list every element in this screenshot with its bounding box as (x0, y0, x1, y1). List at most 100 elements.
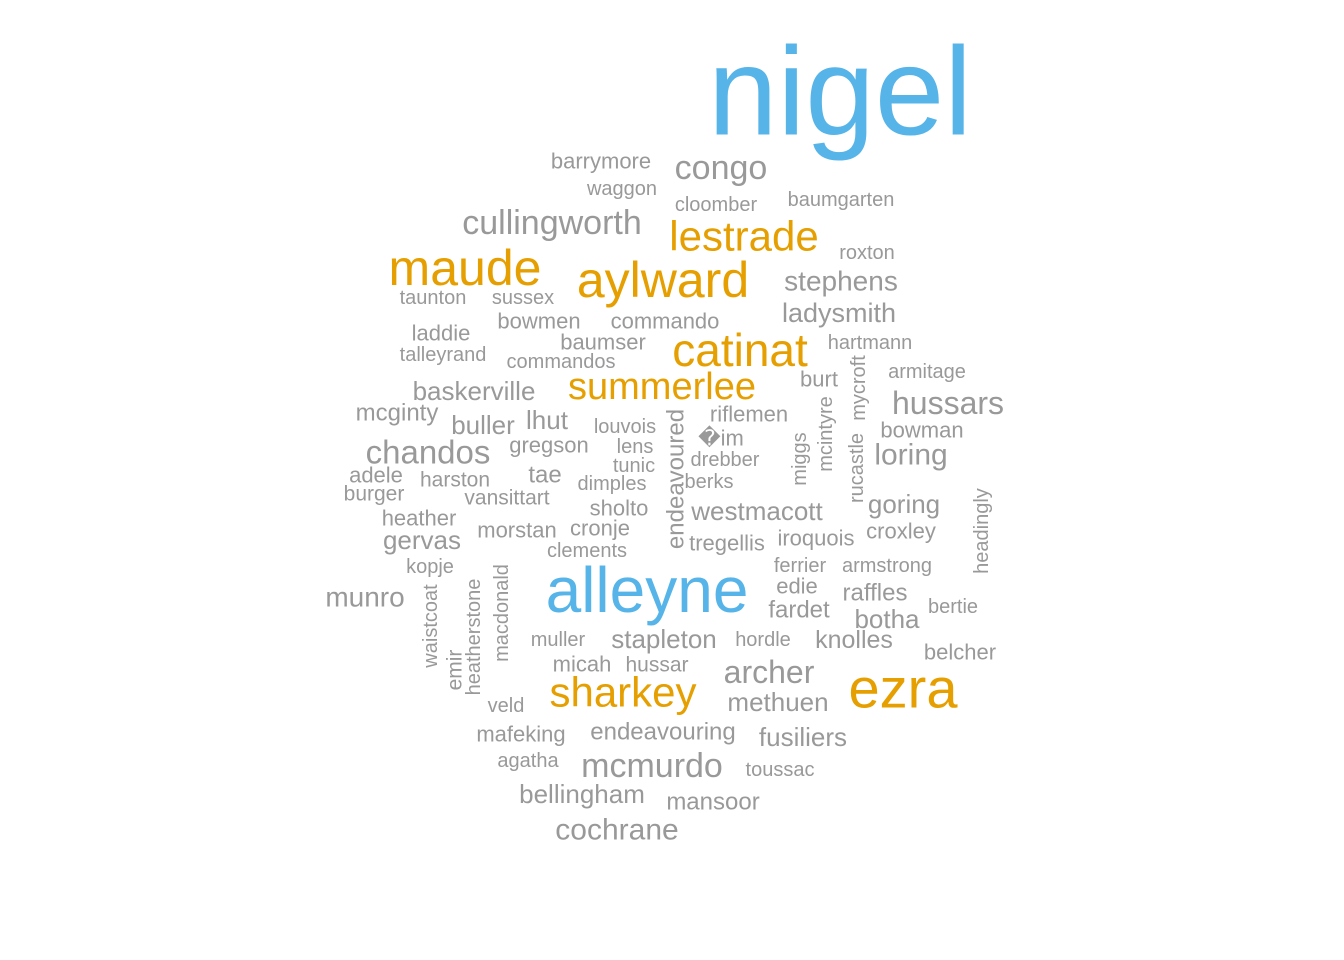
cloud-word: maude (389, 240, 542, 296)
cloud-word: waggon (586, 178, 657, 200)
cloud-word: westmacott (690, 496, 823, 526)
cloud-word: goring (868, 489, 940, 519)
cloud-word: armitage (888, 361, 966, 383)
cloud-word: laddie (412, 321, 471, 346)
cloud-word: gervas (383, 525, 461, 555)
cloud-word: �im (698, 425, 744, 451)
cloud-word: botha (854, 604, 920, 634)
cloud-word: hordle (735, 629, 791, 651)
cloud-word: sharkey (549, 669, 696, 716)
cloud-word: micah (553, 652, 612, 677)
cloud-word: mansoor (666, 789, 759, 816)
cloud-word: bowman (880, 418, 963, 443)
cloud-word: lhut (526, 405, 569, 435)
cloud-word: baumgarten (788, 189, 895, 211)
cloud-word: cochrane (555, 814, 678, 847)
cloud-word: rucastle (846, 433, 868, 503)
cloud-word: methuen (727, 687, 828, 717)
cloud-word: mcintyre (815, 396, 837, 472)
cloud-word: waistcoat (420, 584, 442, 669)
cloud-word: ferrier (774, 555, 827, 577)
cloud-word: loring (874, 439, 947, 472)
cloud-word: fusiliers (759, 722, 847, 752)
cloud-word: agatha (497, 750, 559, 772)
cloud-word: harston (420, 469, 490, 492)
cloud-word: alleyne (546, 554, 749, 626)
cloud-word: baumser (560, 330, 646, 355)
cloud-word: barrymore (551, 149, 651, 174)
cloud-word: tae (528, 462, 561, 489)
cloud-word: lens (617, 436, 654, 458)
cloud-word: burger (344, 483, 405, 506)
cloud-word: toussac (746, 759, 815, 781)
cloud-word: riflemen (710, 402, 788, 427)
cloud-word: miggs (789, 432, 811, 485)
cloud-word: burt (800, 367, 838, 392)
cloud-word: ladysmith (782, 298, 896, 328)
cloud-word: archer (724, 654, 815, 690)
cloud-word: sussex (492, 287, 554, 309)
cloud-word: tregellis (689, 531, 765, 556)
cloud-word: chandos (366, 434, 491, 471)
cloud-word: heatherstone (463, 579, 485, 696)
cloud-word: adele (349, 463, 403, 488)
cloud-word: hussar (625, 654, 688, 677)
cloud-word: bellingham (519, 779, 645, 809)
cloud-word: veld (488, 695, 525, 717)
cloud-word: endeavoured (663, 409, 690, 549)
cloud-word: armstrong (842, 555, 932, 577)
cloud-word: aylward (577, 252, 749, 308)
cloud-word: roxton (839, 242, 895, 264)
cloud-word: croxley (866, 519, 936, 544)
cloud-word: munro (325, 582, 404, 613)
cloud-word: emir (444, 650, 467, 691)
cloud-word: catinat (672, 324, 808, 376)
cloud-word: headingly (971, 488, 993, 574)
cloud-word: buller (451, 410, 515, 440)
cloud-word: stephens (784, 266, 898, 297)
cloud-word: endeavouring (590, 719, 735, 746)
cloud-word: gregson (509, 433, 589, 458)
cloud-word: bertie (928, 596, 978, 618)
cloud-word: drebber (691, 449, 760, 471)
cloud-word: muller (531, 629, 586, 651)
cloud-word: mycroft (848, 355, 870, 421)
cloud-word: nigel (708, 23, 972, 162)
cloud-word: cullingworth (462, 204, 642, 242)
cloud-word: commando (611, 309, 720, 334)
cloud-word: raffles (843, 580, 908, 607)
cloud-word: baskerville (413, 376, 536, 406)
cloud-word: stapleton (611, 624, 717, 654)
cloud-word: congo (675, 149, 768, 187)
cloud-word: edie (776, 574, 818, 599)
cloud-word: mcmurdo (581, 747, 723, 785)
cloud-word: mafeking (476, 722, 565, 747)
cloud-word: heather (382, 506, 457, 531)
cloud-word: belcher (924, 640, 996, 665)
cloud-word: mcginty (356, 400, 439, 427)
cloud-word: cronje (570, 516, 630, 541)
cloud-word: cloomber (675, 194, 758, 216)
cloud-word: hussars (892, 385, 1004, 421)
cloud-word: fardet (768, 597, 830, 624)
cloud-word: talleyrand (400, 344, 487, 366)
cloud-word: hartmann (828, 332, 913, 354)
cloud-word: morstan (477, 518, 556, 543)
cloud-word: sholto (590, 496, 649, 521)
cloud-word: taunton (400, 287, 467, 309)
cloud-word: iroquois (777, 526, 854, 551)
cloud-word: berks (685, 471, 734, 493)
cloud-word: louvois (594, 416, 656, 438)
cloud-word: bowmen (497, 309, 580, 334)
cloud-word: tunic (613, 455, 655, 477)
cloud-word: summerlee (568, 366, 756, 408)
cloud-word: dimples (578, 473, 647, 495)
cloud-word: commandos (507, 351, 616, 373)
cloud-word: lestrade (669, 213, 818, 260)
cloud-word: ezra (849, 657, 959, 720)
cloud-word: vansittart (464, 487, 549, 510)
cloud-word: kopje (406, 556, 454, 578)
cloud-word: knolles (815, 626, 893, 654)
cloud-word: clements (547, 540, 627, 562)
